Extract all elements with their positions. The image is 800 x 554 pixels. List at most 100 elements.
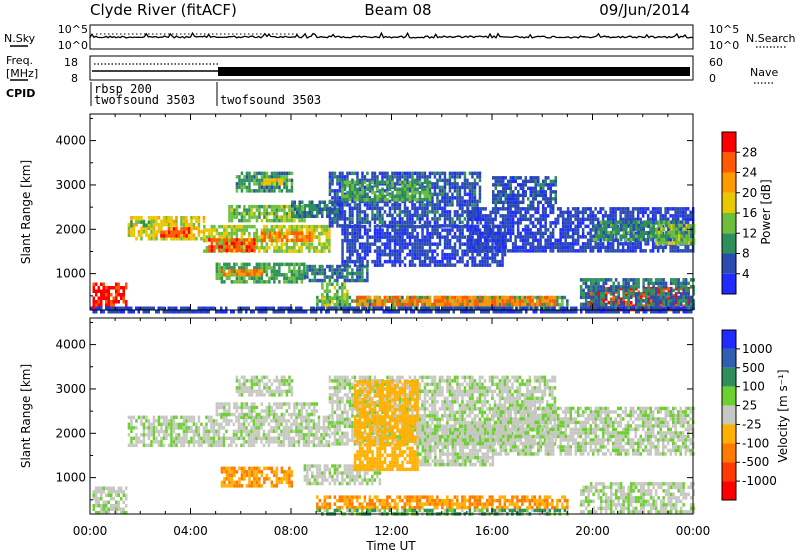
power-cell: [361, 256, 364, 260]
power-cell: [451, 182, 454, 186]
power-cell: [152, 216, 156, 220]
power-cell: [295, 231, 299, 235]
power-cell: [626, 249, 630, 253]
power-cell: [316, 278, 319, 283]
power-cell: [521, 228, 525, 232]
power-cell: [373, 198, 377, 202]
power-cell: [488, 224, 492, 229]
power-cell: [205, 245, 209, 250]
power-cell: [506, 224, 510, 229]
power-cell: [461, 220, 464, 225]
power-cell: [594, 217, 597, 222]
power-cell: [675, 234, 678, 238]
power-cell: [421, 235, 424, 239]
power-cell: [617, 292, 620, 296]
power-cell: [238, 228, 241, 232]
power-cell: [152, 230, 156, 234]
power-cell: [248, 235, 251, 239]
power-cell: [253, 235, 256, 239]
power-cell: [383, 189, 387, 193]
power-cell: [155, 237, 158, 241]
power-cell: [308, 204, 311, 208]
power-cell: [363, 278, 367, 283]
power-cell: [620, 220, 623, 224]
power-cell: [213, 238, 216, 242]
power-cell: [494, 179, 497, 184]
power-cell: [248, 272, 251, 277]
power-cell: [554, 176, 557, 180]
power-cell: [275, 231, 279, 235]
power-cell: [381, 206, 384, 211]
power-cell: [253, 211, 256, 216]
power-cell: [398, 224, 402, 229]
power-cell: [336, 182, 339, 186]
power-cell: [268, 175, 271, 179]
power-cell: [539, 193, 542, 198]
power-cell: [517, 193, 520, 198]
power-cell: [351, 231, 354, 236]
power-cell: [539, 224, 542, 229]
power-cell: [288, 228, 291, 232]
power-cell: [554, 217, 557, 222]
power-cell: [561, 249, 565, 253]
power-cell: [461, 210, 464, 214]
power-cell: [225, 235, 229, 239]
power-cell: [218, 248, 221, 253]
power-cell: [130, 230, 133, 234]
power-cell: [253, 269, 256, 273]
power-cell: [544, 221, 547, 225]
power-cell: [348, 249, 352, 253]
power-cell: [587, 285, 590, 289]
power-cell: [275, 175, 279, 179]
power-cell: [506, 228, 510, 232]
power-cell: [243, 175, 246, 179]
power-cell: [348, 295, 352, 300]
power-cell: [478, 196, 482, 200]
power-cell: [230, 231, 234, 236]
power-cell: [341, 293, 344, 297]
power-cell: [388, 224, 392, 229]
power-cell: [654, 214, 657, 218]
power-cell: [132, 226, 136, 230]
power-cell: [511, 221, 515, 225]
power-cell: [328, 228, 331, 232]
power-cell: [305, 235, 309, 239]
power-cell: [461, 231, 464, 236]
power-cell: [371, 242, 374, 246]
power-cell: [253, 272, 256, 277]
power-cell: [592, 234, 595, 238]
power-cell: [453, 295, 457, 300]
power-cell: [599, 285, 603, 289]
power-cell: [250, 272, 254, 277]
power-cell: [582, 288, 585, 293]
power-cell: [248, 189, 251, 193]
power-cell: [657, 286, 660, 291]
power-cell: [411, 220, 414, 225]
power-cell: [353, 271, 357, 276]
power-cell: [331, 200, 334, 204]
power-cell: [486, 228, 490, 232]
power-cell: [483, 263, 487, 267]
power-cell: [597, 288, 600, 293]
power-cell: [488, 263, 492, 267]
power-cell: [436, 203, 439, 207]
power-cell: [504, 245, 507, 250]
power-cell: [436, 245, 439, 250]
power-cell: [210, 248, 214, 253]
power-cell: [501, 231, 505, 236]
power-cell: [466, 207, 470, 211]
power-cell: [513, 299, 517, 303]
power-cell: [586, 238, 590, 243]
power-cell: [278, 204, 281, 209]
power-cell: [458, 256, 462, 260]
power-cell: [514, 210, 517, 215]
power-cell: [690, 237, 693, 242]
power-cell: [383, 198, 387, 202]
power-cell: [423, 213, 427, 218]
power-cell: [436, 182, 439, 186]
power-cell: [448, 302, 452, 307]
power-cell: [152, 226, 156, 230]
power-cell: [115, 286, 118, 290]
power-cell: [566, 245, 570, 250]
power-cell: [599, 299, 603, 303]
